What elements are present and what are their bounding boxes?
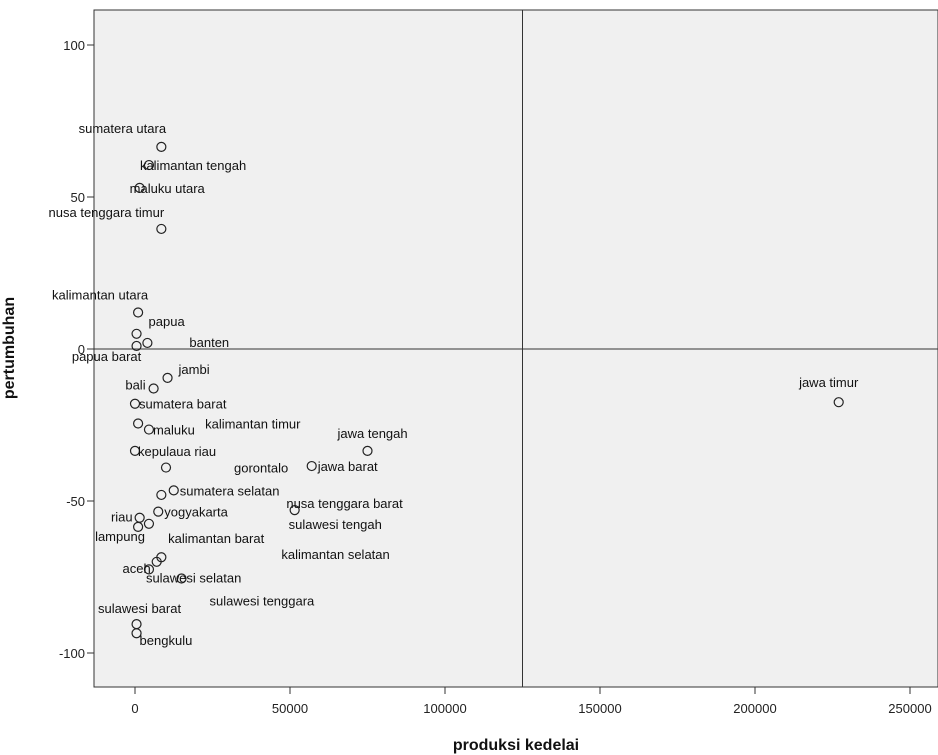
y-tick-label: -100 xyxy=(59,646,85,661)
data-point xyxy=(156,141,167,152)
data-point-label: papua barat xyxy=(72,349,142,364)
data-point xyxy=(143,424,155,435)
data-point-labels: sumatera utara kalimantan tengah maluku ut… xyxy=(49,121,859,648)
data-point-label: riau xyxy=(111,510,133,525)
data-point xyxy=(156,223,167,235)
data-point xyxy=(131,628,142,639)
data-point-label: papua xyxy=(149,314,186,329)
data-point xyxy=(131,328,142,339)
data-point xyxy=(151,556,162,567)
y-tick-label: 0 xyxy=(78,342,85,357)
x-tick-label: 250000 xyxy=(888,701,931,716)
data-point xyxy=(306,460,317,472)
data-point xyxy=(143,159,155,171)
data-point-label: jawa tengah xyxy=(337,426,408,441)
data-point-label: nusa tenggara timur xyxy=(49,205,165,220)
data-point-label: jawa timur xyxy=(798,375,859,390)
data-point xyxy=(143,564,155,575)
x-tick-label: 150000 xyxy=(578,701,621,716)
data-point-label: sulawesi selatan xyxy=(146,570,241,585)
data-point-label: kalimantan selatan xyxy=(281,547,389,562)
data-point-label: sulawesi tenggara xyxy=(210,594,316,609)
data-point-label: yogyakarta xyxy=(164,505,228,520)
y-axis-ticks: -100 -50 0 50 100 xyxy=(59,38,94,661)
data-point xyxy=(833,397,844,408)
y-axis-title: pertumbuhan xyxy=(1,297,18,399)
data-point-label: nusa tenggara barat xyxy=(286,496,403,511)
x-tick-label: 100000 xyxy=(423,701,466,716)
data-point-label: kalimantan utara xyxy=(52,288,149,303)
data-point xyxy=(143,518,155,529)
y-tick-label: 100 xyxy=(63,38,85,53)
data-point-label: sumatera utara xyxy=(79,121,167,136)
data-point xyxy=(162,372,173,383)
data-point-label: sumatera barat xyxy=(139,397,227,412)
data-point-label: jawa barat xyxy=(317,459,378,474)
y-tick-label: 50 xyxy=(71,190,85,205)
data-point-label: aceh xyxy=(122,561,150,576)
data-point-label: maluku xyxy=(153,423,195,438)
data-point-label: gorontalo xyxy=(234,461,288,476)
data-point-label: bali xyxy=(125,378,145,393)
data-point xyxy=(176,573,187,584)
data-point-label: sulawesi tengah xyxy=(289,517,382,532)
data-point xyxy=(129,445,141,456)
data-point-label: lampung xyxy=(95,529,145,544)
data-point xyxy=(362,445,373,456)
x-tick-label: 50000 xyxy=(272,701,308,716)
data-point-label: maluku utara xyxy=(130,181,206,196)
y-tick-label: -50 xyxy=(66,494,85,509)
data-point-label: sumatera selatan xyxy=(180,483,280,498)
data-point-label: banten xyxy=(189,335,229,350)
data-point xyxy=(134,182,145,193)
data-point-label: sulawesi barat xyxy=(98,601,181,616)
data-point xyxy=(133,307,144,318)
data-point xyxy=(168,485,179,496)
data-point xyxy=(153,506,164,517)
data-point xyxy=(160,462,172,473)
data-point xyxy=(131,340,142,352)
data-point-label: jambi xyxy=(178,362,210,377)
data-point xyxy=(133,418,144,429)
x-axis-ticks: 0 50000 100000 150000 200000 250000 xyxy=(131,687,932,716)
data-point-label: bengkulu xyxy=(140,633,193,648)
data-points xyxy=(129,141,844,639)
x-tick-label: 0 xyxy=(131,701,138,716)
data-point xyxy=(289,505,300,516)
data-point-label: kalimantan barat xyxy=(168,531,264,546)
data-point xyxy=(129,398,141,409)
data-point xyxy=(156,489,167,501)
x-axis-title: produksi kedelai xyxy=(453,737,579,754)
data-point xyxy=(133,521,144,532)
data-point xyxy=(148,383,159,394)
data-point-label: kalimantan tengah xyxy=(140,158,246,173)
x-tick-label: 200000 xyxy=(733,701,776,716)
data-point-label: kalimantan timur xyxy=(205,416,301,431)
data-point xyxy=(142,337,153,349)
data-point-label: kepulaua riau xyxy=(138,444,216,459)
